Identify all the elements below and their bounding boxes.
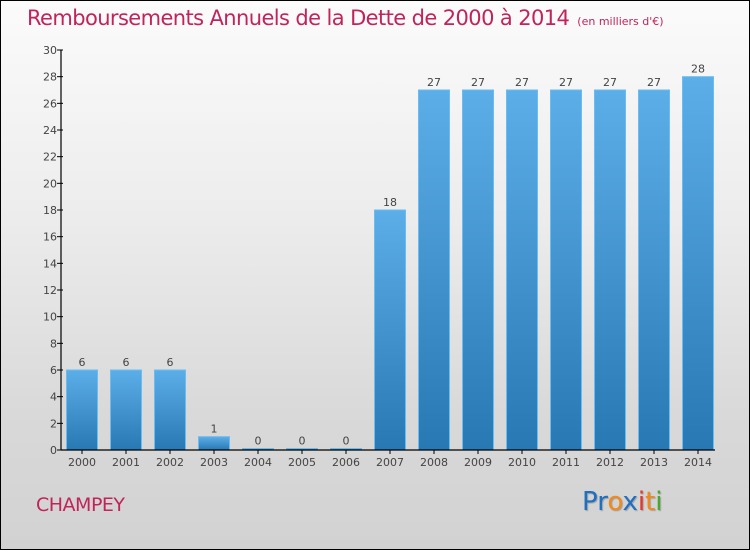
bar-2010 — [506, 89, 538, 451]
data-label-2013: 27 — [647, 76, 661, 89]
data-label-2011: 27 — [559, 76, 573, 89]
bar-2013 — [638, 89, 670, 451]
bar-2011 — [550, 89, 582, 451]
x-tick-label-2012: 2012 — [596, 456, 624, 469]
commune-name: CHAMPEY — [36, 494, 125, 516]
y-tick-label-6: 6 — [50, 364, 57, 377]
axes-group: 2000 2001 2002 2003 2004 2005 2006 2007 2008 2009… — [43, 44, 715, 469]
bar-2009 — [462, 89, 494, 451]
x-tick-label-2004: 2004 — [244, 456, 272, 469]
x-tick-label-2010: 2010 — [508, 456, 536, 469]
logo-letter: P — [582, 487, 598, 517]
logo-letter: o — [607, 487, 623, 517]
x-tick-label-2001: 2001 — [112, 456, 140, 469]
data-label-2008: 27 — [427, 76, 441, 89]
x-tick-label-2005: 2005 — [288, 456, 316, 469]
y-tick-label-26: 26 — [43, 97, 57, 110]
bar-2007 — [374, 209, 406, 451]
logo-letter: t — [645, 487, 656, 517]
chart-unit-note: (en milliers d'€) — [577, 15, 664, 28]
y-tick-label-22: 22 — [43, 151, 57, 164]
x-tick-label-2009: 2009 — [464, 456, 492, 469]
logo-letter: x — [622, 487, 638, 517]
y-tick-label-10: 10 — [43, 311, 57, 324]
x-tick-label-2013: 2013 — [640, 456, 668, 469]
y-tick-label-4: 4 — [50, 391, 57, 404]
data-label-2006: 0 — [343, 435, 350, 448]
data-label-2010: 27 — [515, 76, 529, 89]
data-label-2002: 6 — [167, 356, 174, 369]
bar-2003 — [198, 436, 230, 451]
y-tick-label-14: 14 — [43, 257, 57, 270]
data-label-2012: 27 — [603, 76, 617, 89]
y-tick-label-2: 2 — [50, 417, 57, 430]
bars-group: 6 6 6 1 0 0 0 18 27 27 27 27 27 27 28 — [66, 63, 714, 451]
data-label-2005: 0 — [299, 435, 306, 448]
logo-letter: r — [597, 487, 608, 517]
y-tick-label-12: 12 — [43, 284, 57, 297]
y-tick-label-30: 30 — [43, 44, 57, 57]
data-label-2004: 0 — [255, 435, 262, 448]
x-tick-label-2014: 2014 — [684, 456, 712, 469]
x-tick-label-2006: 2006 — [332, 456, 360, 469]
chart-title-text: Remboursements Annuels de la Dette de 20… — [27, 6, 570, 30]
bar-2008 — [418, 89, 450, 451]
data-label-2009: 27 — [471, 76, 485, 89]
x-tick-label-2002: 2002 — [156, 456, 184, 469]
data-label-2014: 28 — [691, 63, 705, 76]
x-tick-label-2003: 2003 — [200, 456, 228, 469]
bar-2014 — [682, 76, 714, 451]
bar-2001 — [110, 369, 142, 451]
data-label-2007: 18 — [383, 196, 397, 209]
x-tick-label-2000: 2000 — [68, 456, 96, 469]
data-label-2000: 6 — [79, 356, 86, 369]
x-tick-label-2011: 2011 — [552, 456, 580, 469]
bar-2002 — [154, 369, 186, 451]
y-tick-label-0: 0 — [50, 444, 57, 457]
y-tick-label-16: 16 — [43, 231, 57, 244]
bar-2000 — [66, 369, 98, 451]
logo-letter: i — [655, 487, 663, 517]
x-tick-label-2007: 2007 — [376, 456, 404, 469]
y-tick-label-8: 8 — [50, 337, 57, 350]
y-tick-label-24: 24 — [43, 124, 57, 137]
data-label-2003: 1 — [211, 423, 218, 436]
y-tick-label-28: 28 — [43, 71, 57, 84]
y-tick-label-18: 18 — [43, 204, 57, 217]
x-tick-label-2008: 2008 — [420, 456, 448, 469]
proxiti-logo[interactable]: Proxiti — [582, 487, 663, 517]
logo-letter: i — [637, 487, 646, 517]
chart-title: Remboursements Annuels de la Dette de 20… — [27, 6, 664, 30]
data-label-2001: 6 — [123, 356, 130, 369]
bar-2012 — [594, 89, 626, 451]
y-tick-label-20: 20 — [43, 177, 57, 190]
